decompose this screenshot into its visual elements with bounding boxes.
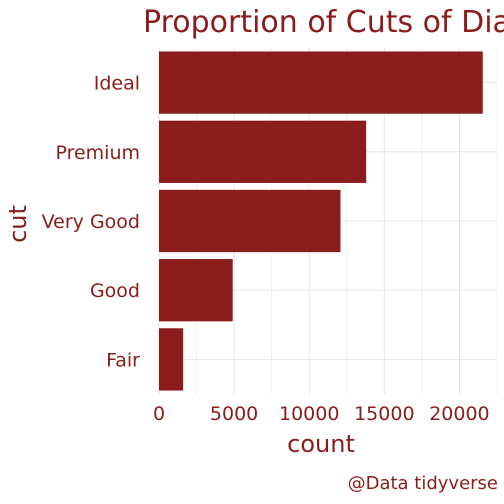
x-tick-label: 15000 xyxy=(354,403,414,425)
x-tick-label: 5000 xyxy=(210,403,258,425)
x-tick-labels: 0 5000 10000 15000 20000 xyxy=(153,403,490,425)
y-tick-label: Good xyxy=(90,280,140,302)
y-tick-label: Very Good xyxy=(42,211,140,233)
bar-premium xyxy=(159,120,367,183)
bar-good xyxy=(159,259,233,322)
bar-very-good xyxy=(159,189,341,253)
y-tick-labels: Fair Good Very Good Premium Ideal xyxy=(42,73,141,372)
x-tick-label: 20000 xyxy=(429,403,489,425)
y-tick-label: Fair xyxy=(106,349,140,371)
y-tick-label: Premium xyxy=(55,142,140,164)
x-axis-label: count xyxy=(287,430,355,458)
caption: @Data tidyverse xyxy=(348,473,498,494)
y-tick-label: Ideal xyxy=(94,73,140,95)
bar-ideal xyxy=(159,51,483,114)
y-axis-label: cut xyxy=(4,205,32,243)
chart-title: Proportion of Cuts of Dia xyxy=(143,5,504,40)
x-tick-label: 0 xyxy=(153,403,165,425)
bars xyxy=(159,51,483,391)
bar-fair xyxy=(159,328,184,391)
x-tick-label: 10000 xyxy=(279,403,339,425)
